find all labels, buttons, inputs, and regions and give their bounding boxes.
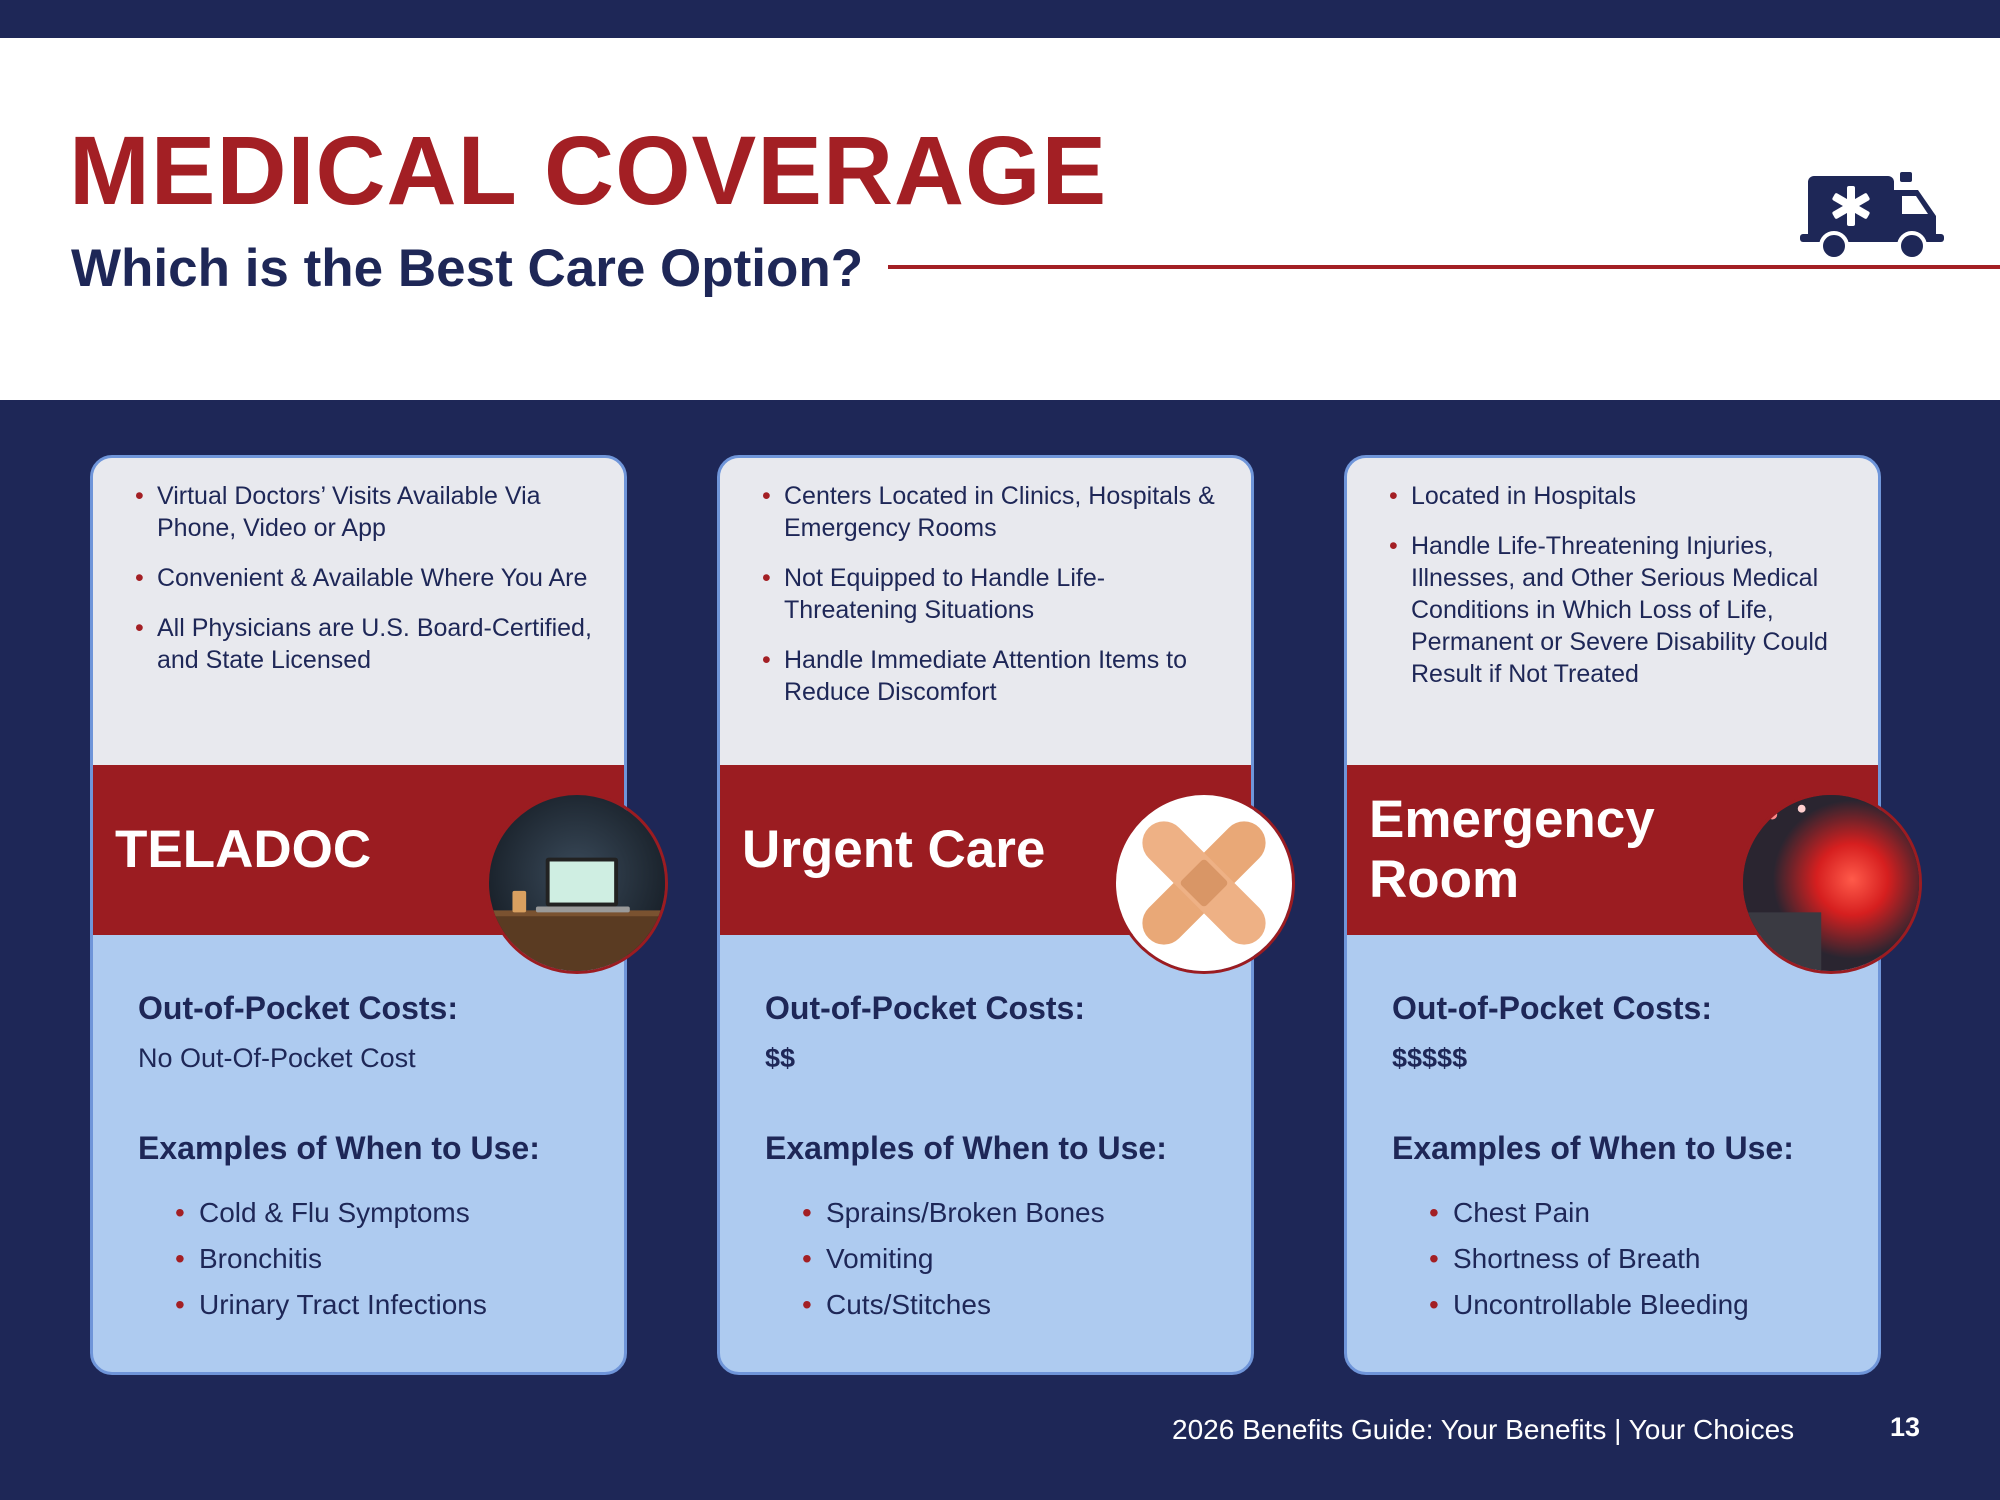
list-item: All Physicians are U.S. Board-Certified,…: [135, 612, 605, 676]
emergency-lights-photo: [1740, 792, 1922, 974]
teladoc-title: TELADOC: [115, 820, 372, 879]
emergency-room-features-panel: Located in Hospitals Handle Life-Threate…: [1347, 458, 1878, 765]
top-bar: [0, 0, 2000, 38]
urgent-care-oop-label: Out-of-Pocket Costs:: [765, 990, 1085, 1026]
list-item: Not Equipped to Handle Life-Threatening …: [762, 562, 1232, 626]
list-item: Urinary Tract Infections: [175, 1282, 487, 1328]
teladoc-features-panel: Virtual Doctors’ Visits Available Via Ph…: [93, 458, 624, 765]
list-item: Virtual Doctors’ Visits Available Via Ph…: [135, 480, 605, 544]
page-title: MEDICAL COVERAGE: [69, 116, 1108, 225]
emergency-room-features-list: Located in Hospitals Handle Life-Threate…: [1389, 480, 1859, 708]
list-item: Cold & Flu Symptoms: [175, 1190, 487, 1236]
page-subtitle: Which is the Best Care Option?: [71, 239, 864, 298]
urgent-care-oop-value: $$: [765, 1043, 796, 1073]
list-item: Located in Hospitals: [1389, 480, 1859, 512]
list-item: Uncontrollable Bleeding: [1429, 1282, 1749, 1328]
list-item: Vomiting: [802, 1236, 1105, 1282]
emergency-room-examples-label: Examples of When to Use:: [1392, 1130, 1794, 1166]
emergency-room-examples-list: Chest Pain Shortness of Breath Uncontrol…: [1429, 1190, 1749, 1328]
laptop-desk-photo: [486, 792, 668, 974]
list-item: Centers Located in Clinics, Hospitals & …: [762, 480, 1232, 544]
list-item: Handle Life-Threatening Injuries, Illnes…: [1389, 530, 1859, 690]
header-rule: [888, 265, 2000, 269]
page-number: 13: [1890, 1412, 1921, 1442]
list-item: Handle Immediate Attention Items to Redu…: [762, 644, 1232, 708]
urgent-care-features-list: Centers Located in Clinics, Hospitals & …: [762, 480, 1232, 726]
list-item: Convenient & Available Where You Are: [135, 562, 605, 594]
list-item: Bronchitis: [175, 1236, 487, 1282]
footer-text: 2026 Benefits Guide: Your Benefits | You…: [1172, 1414, 1795, 1445]
bandage-photo: [1113, 792, 1295, 974]
teladoc-examples-label: Examples of When to Use:: [138, 1130, 540, 1166]
teladoc-oop-value: No Out-Of-Pocket Cost: [138, 1043, 416, 1073]
emergency-room-title: Emergency Room: [1369, 790, 1655, 909]
urgent-care-examples-list: Sprains/Broken Bones Vomiting Cuts/Stitc…: [802, 1190, 1105, 1328]
teladoc-examples-list: Cold & Flu Symptoms Bronchitis Urinary T…: [175, 1190, 487, 1328]
urgent-care-features-panel: Centers Located in Clinics, Hospitals & …: [720, 458, 1251, 765]
teladoc-oop-label: Out-of-Pocket Costs:: [138, 990, 458, 1026]
urgent-care-examples-label: Examples of When to Use:: [765, 1130, 1167, 1166]
list-item: Cuts/Stitches: [802, 1282, 1105, 1328]
emergency-room-oop-label: Out-of-Pocket Costs:: [1392, 990, 1712, 1026]
list-item: Shortness of Breath: [1429, 1236, 1749, 1282]
ambulance-icon: [1800, 172, 1944, 261]
list-item: Chest Pain: [1429, 1190, 1749, 1236]
list-item: Sprains/Broken Bones: [802, 1190, 1105, 1236]
urgent-care-title: Urgent Care: [742, 820, 1046, 879]
teladoc-features-list: Virtual Doctors’ Visits Available Via Ph…: [135, 480, 605, 694]
emergency-room-oop-value: $$$$$: [1392, 1043, 1468, 1073]
